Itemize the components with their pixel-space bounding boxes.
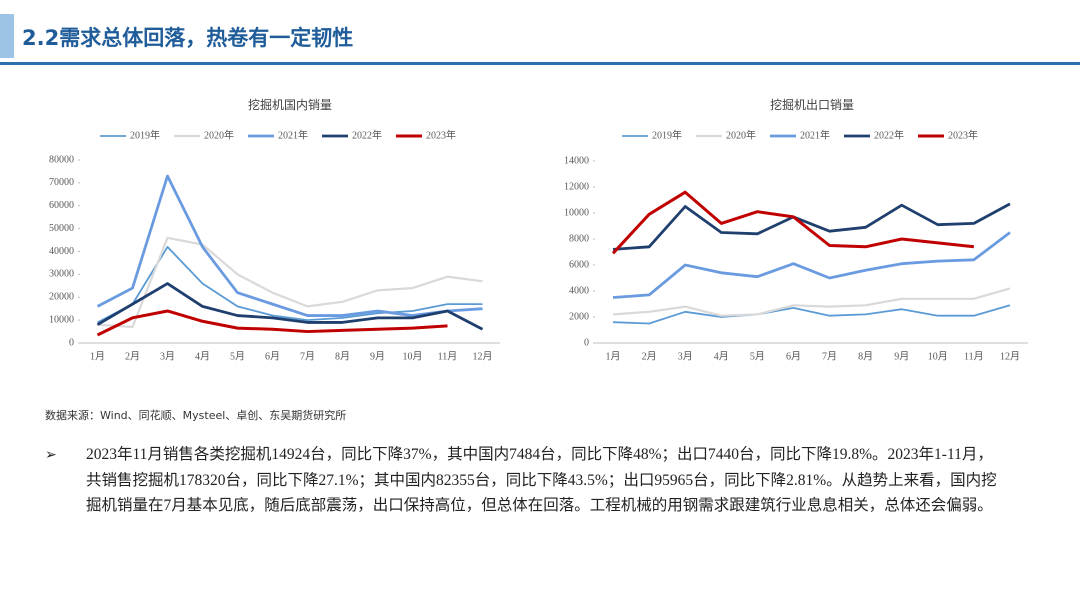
x-tick-label: 4月	[714, 350, 729, 362]
y-tick-label: 50000	[49, 223, 74, 234]
x-tick-label: 5月	[230, 350, 245, 362]
y-tick-label: 2000	[569, 311, 589, 322]
source-note: 数据来源：Wind、同花顺、Mysteel、卓创、东吴期货研究所	[45, 409, 347, 422]
series-line	[96, 282, 484, 331]
chart-title: 挖掘机出口销量	[770, 97, 854, 112]
series-line	[97, 236, 483, 329]
y-tick-label: 10000	[49, 314, 74, 325]
series-line	[96, 174, 483, 317]
series-line	[612, 231, 1011, 299]
chart-title: 挖掘机国内销量	[248, 97, 332, 112]
bullet: ➢	[45, 447, 57, 463]
y-tick-label: 80000	[49, 154, 74, 165]
x-tick-label: 2月	[125, 350, 140, 362]
series-line	[613, 304, 1011, 325]
y-tick-label: 60000	[49, 200, 74, 211]
x-tick-label: 9月	[370, 350, 385, 362]
x-tick-label: 9月	[894, 350, 909, 362]
x-tick-label: 2月	[642, 350, 657, 362]
x-tick-label: 12月	[1000, 350, 1020, 362]
charts: 挖掘机国内销量010000200003000040000500006000070…	[49, 97, 1028, 362]
legend-label: 2021年	[278, 128, 308, 141]
x-tick-label: 11月	[438, 350, 458, 362]
legend-label: 2019年	[130, 128, 160, 141]
x-tick-label: 12月	[473, 350, 493, 362]
y-tick-label: 0	[69, 337, 74, 348]
y-tick-label: 0	[584, 337, 589, 348]
y-tick-label: 4000	[569, 285, 589, 296]
x-tick-label: 1月	[606, 350, 621, 362]
series-line	[611, 190, 975, 255]
legend-label: 2022年	[352, 128, 382, 141]
x-tick-label: 3月	[160, 350, 175, 362]
y-tick-label: 14000	[564, 155, 589, 166]
y-tick-label: 6000	[569, 259, 589, 270]
x-tick-label: 11月	[964, 350, 984, 362]
y-tick-label: 12000	[564, 181, 589, 192]
x-tick-label: 7月	[822, 350, 837, 362]
y-tick-label: 30000	[49, 269, 74, 280]
y-tick-label: 40000	[49, 246, 74, 257]
y-tick-label: 20000	[49, 292, 74, 303]
x-tick-label: 8月	[858, 350, 873, 362]
x-tick-label: 10月	[928, 350, 948, 362]
x-tick-label: 10月	[403, 350, 423, 362]
series-line	[97, 246, 483, 324]
series-line	[612, 202, 1011, 251]
series-line	[96, 309, 448, 337]
x-tick-label: 6月	[786, 350, 801, 362]
legend-label: 2021年	[800, 128, 830, 141]
x-tick-label: 7月	[300, 350, 315, 362]
legend-label: 2023年	[948, 128, 978, 141]
body-text: 2023年11月销售各类挖掘机14924台，同比下降37%，其中国内7484台，…	[86, 446, 997, 514]
header-marker	[0, 14, 14, 58]
y-tick-label: 70000	[49, 177, 74, 188]
x-tick-label: 8月	[335, 350, 350, 362]
header-rule	[0, 62, 1080, 65]
x-tick-label: 5月	[750, 350, 765, 362]
x-tick-label: 6月	[265, 350, 280, 362]
x-tick-label: 3月	[678, 350, 693, 362]
legend-label: 2019年	[652, 128, 682, 141]
header-title: 2.2需求总体回落，热卷有一定韧性	[22, 26, 354, 50]
legend-label: 2023年	[426, 128, 456, 141]
x-tick-label: 1月	[90, 350, 105, 362]
y-tick-label: 10000	[564, 207, 589, 218]
y-tick-label: 8000	[569, 233, 589, 244]
series-line	[612, 287, 1011, 317]
x-tick-label: 4月	[195, 350, 210, 362]
legend-label: 2020年	[204, 128, 234, 141]
legend-label: 2020年	[726, 128, 756, 141]
legend-label: 2022年	[874, 128, 904, 141]
